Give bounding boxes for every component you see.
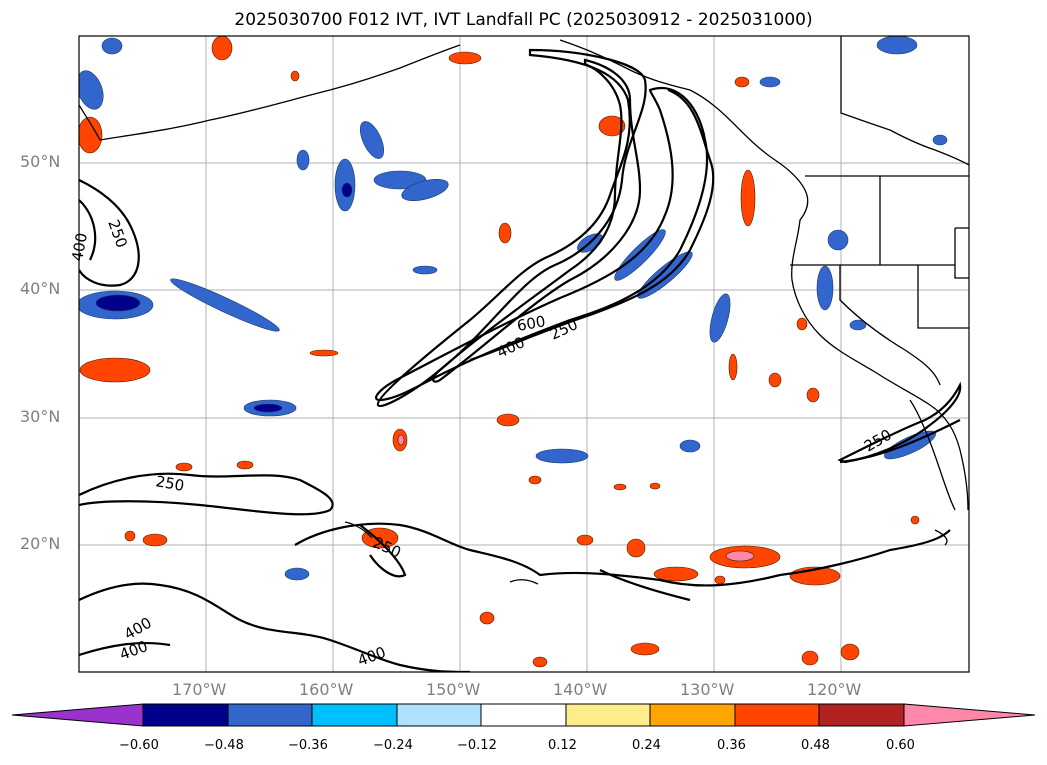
colorbar-tick-label: 0.36 bbox=[717, 738, 746, 753]
colorbar-segment bbox=[480, 703, 567, 727]
lon-label: 150°W bbox=[426, 680, 481, 699]
colorbar-segment bbox=[818, 703, 905, 727]
lon-label: 170°W bbox=[172, 680, 227, 699]
contour-label: 250 bbox=[154, 472, 185, 495]
positive-pc-patches bbox=[79, 36, 920, 668]
lon-label: 160°W bbox=[299, 680, 354, 699]
ivt-contours bbox=[79, 48, 962, 672]
colorbar-tick-label: −0.24 bbox=[373, 738, 413, 753]
lat-label: 40°N bbox=[20, 279, 61, 298]
colorbar-segment bbox=[396, 703, 482, 727]
colorbar-extend-low bbox=[11, 703, 144, 727]
colorbar-segment bbox=[734, 703, 820, 727]
colorbar-extend-high bbox=[903, 703, 1036, 727]
colorbar-segment bbox=[142, 703, 229, 727]
contour-label: 400 bbox=[68, 231, 91, 262]
colorbar-tick-label: −0.60 bbox=[119, 738, 159, 753]
colorbar-segment bbox=[565, 703, 651, 727]
colorbar bbox=[11, 703, 1036, 727]
lat-label: 50°N bbox=[20, 152, 61, 171]
colorbar-segment bbox=[311, 703, 398, 727]
colorbar-tick-label: −0.36 bbox=[288, 738, 328, 753]
colorbar-tick-label: −0.12 bbox=[457, 738, 497, 753]
colorbar-segment bbox=[649, 703, 736, 727]
colorbar-tick-label: 0.12 bbox=[548, 738, 577, 753]
colorbar-tick-label: −0.48 bbox=[204, 738, 244, 753]
lon-label: 120°W bbox=[807, 680, 862, 699]
colorbar-segment bbox=[227, 703, 313, 727]
map-border bbox=[78, 35, 970, 673]
colorbar-tick-label: 0.60 bbox=[886, 738, 915, 753]
lat-label: 30°N bbox=[20, 407, 61, 426]
coastlines bbox=[79, 36, 969, 585]
contour-label: 600 bbox=[516, 312, 547, 335]
colorbar-tick-label: 0.48 bbox=[801, 738, 830, 753]
lon-label: 140°W bbox=[553, 680, 608, 699]
map-title: 2025030700 F012 IVT, IVT Landfall PC (20… bbox=[234, 10, 813, 30]
colorbar-tick-label: 0.24 bbox=[632, 738, 661, 753]
lon-label: 130°W bbox=[680, 680, 735, 699]
lat-label: 20°N bbox=[20, 534, 61, 553]
